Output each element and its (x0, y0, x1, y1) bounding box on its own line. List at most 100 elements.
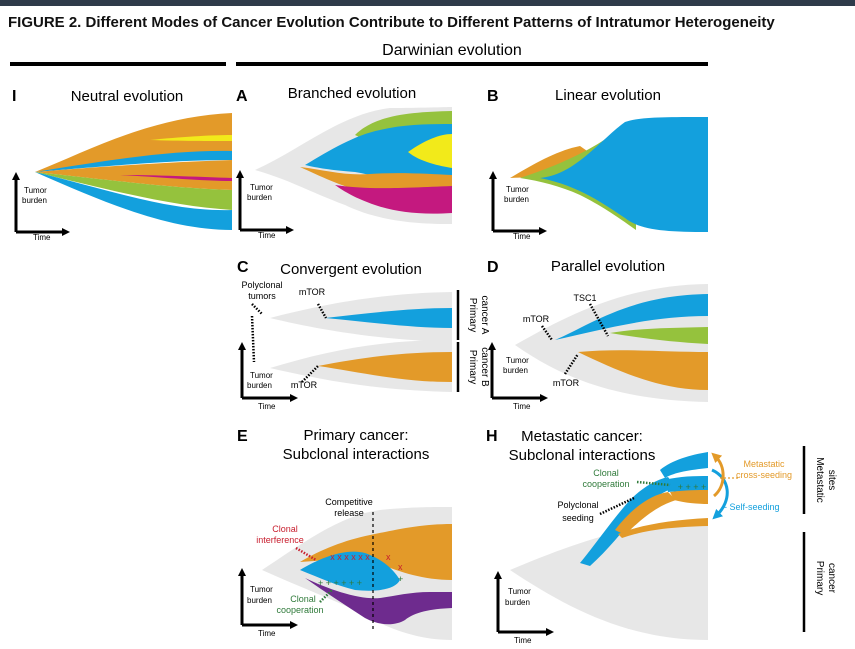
clone-blue (555, 294, 708, 340)
clone-blue (300, 551, 400, 591)
clonal-interference-label: interference (256, 535, 304, 545)
dotted-pointer (251, 303, 263, 315)
axis-label-y: burden (247, 381, 272, 390)
interference-marks: x (398, 562, 403, 572)
axis: Tumor burden Time (238, 342, 298, 411)
clonal-cooperation-label: cooperation (276, 605, 323, 615)
primary-cancer-bracket: Primary cancer (802, 532, 837, 632)
mtor-label: mTOR (291, 380, 318, 390)
mtor-marker (301, 365, 319, 383)
figure-title: FIGURE 2. Different Modes of Cancer Evol… (8, 14, 775, 31)
axis-label-y: Tumor (506, 356, 529, 365)
clonal-cooperation-label: Clonal (593, 468, 619, 478)
clone-yellow (150, 135, 232, 141)
panel-letter: A (236, 88, 248, 105)
clonal-cooperation-label: cooperation (582, 479, 629, 489)
axis-label-y: burden (503, 366, 528, 375)
primary-cancer-label: Primary (814, 561, 825, 595)
axis-label-x: Time (513, 402, 531, 411)
mtor-label: mTOR (523, 314, 550, 324)
metastatic-site-orange (670, 490, 708, 504)
axis-label-y: burden (504, 195, 529, 204)
cross-seeding-label: cross-seeding (736, 470, 792, 480)
metastatic-site-blue (665, 476, 708, 492)
panel-letter: D (487, 259, 499, 276)
clone-orange (35, 113, 232, 172)
primary-cancer-label: cancer (826, 563, 837, 594)
panel-neutral: I Neutral evolution Tumor burden Time (12, 88, 232, 242)
panel-title: Subclonal interactions (283, 446, 430, 463)
cross-seeding-label: Metastatic (743, 459, 785, 469)
clonal-interference-label: Clonal (272, 524, 298, 534)
cancer-a-label: Primary (467, 298, 478, 332)
axis-label-y: burden (247, 193, 272, 202)
axis: Tumor burden Time (488, 342, 548, 411)
polyclonal-label: tumors (248, 291, 276, 301)
clone-orange (318, 352, 452, 382)
seeding-stream-orange (615, 492, 676, 535)
axis-label-x: Time (258, 402, 276, 411)
axis: Tumor burden Time (238, 568, 298, 638)
interference-marks: x (386, 552, 391, 562)
panel-parallel: D Parallel evolution TSC1 mTOR mTOR Tumo… (487, 258, 708, 411)
panel-title: Primary cancer: (303, 427, 408, 444)
axis-label-y: Tumor (506, 185, 529, 194)
neutral-header-bar (10, 62, 226, 66)
axis-label-y: burden (505, 598, 530, 607)
panel-linear: B Linear evolution Tumor burden Time (487, 87, 708, 241)
clone-yellow (408, 134, 452, 168)
panel-letter: H (486, 428, 498, 445)
panel-title: Neutral evolution (71, 88, 184, 105)
cooperation-marks: + + + + (678, 482, 707, 492)
clone-blue-lower (35, 172, 232, 230)
axis: Tumor burden Time (489, 171, 547, 241)
axis-label-y: Tumor (24, 186, 47, 195)
metastatic-blue-top (660, 452, 708, 478)
cancer-a-bracket: Primary cancer A (456, 290, 490, 340)
interference-pointer (295, 546, 317, 562)
clonal-cooperation-label: Clonal (290, 594, 316, 604)
clone-blue (305, 124, 452, 188)
metastatic-sites-label: sites (826, 470, 837, 491)
axis-label-y: Tumor (250, 371, 273, 380)
clone-green (35, 172, 232, 210)
panel-letter: I (12, 88, 16, 105)
primary-orange-stream (618, 518, 708, 538)
dotted-pointer (250, 315, 256, 363)
panel-title: Subclonal interactions (509, 447, 656, 464)
clone-magenta (335, 185, 452, 214)
panel-title: Metastatic cancer: (521, 428, 643, 445)
clone-orange (578, 350, 708, 390)
panel-letter: E (237, 428, 248, 445)
axis: Tumor burden Time (494, 571, 554, 645)
panel-convergent: C Convergent evolution Polyclonal tumors… (237, 259, 490, 411)
gray-envelope-primary (510, 520, 708, 640)
polyclonal-seeding-label: seeding (562, 513, 594, 523)
panel-letter: C (237, 259, 249, 276)
competitive-release-label: release (334, 508, 364, 518)
top-bar (0, 0, 855, 6)
mtor-marker (316, 303, 328, 319)
panel-primary-interactions: E Primary cancer: Subclonal interactions… (237, 427, 452, 640)
interference-marks: x x x x x x (330, 552, 370, 562)
axis-label-y: Tumor (508, 587, 531, 596)
clone-magenta (120, 175, 232, 181)
polyclonal-label: Polyclonal (241, 280, 282, 290)
mtor-label: mTOR (299, 287, 326, 297)
cooperation-marks: + (398, 574, 403, 584)
clone-orange-lower (35, 160, 232, 190)
cooperation-pointer (636, 480, 671, 487)
cancer-a-label: cancer A (479, 296, 490, 335)
competitive-release-label: Competitive (325, 497, 373, 507)
axis-label-x: Time (258, 629, 276, 638)
axis-label-y: burden (22, 196, 47, 205)
cooperation-marks: + + + + + + (318, 578, 362, 588)
self-seeding-label: - Self-seeding (724, 502, 780, 512)
clone-green (610, 327, 708, 344)
clone-blue (35, 150, 232, 172)
axis-label-x: Time (258, 231, 276, 240)
panel-title: Convergent evolution (280, 261, 422, 278)
axis-label-y: Tumor (250, 183, 273, 192)
